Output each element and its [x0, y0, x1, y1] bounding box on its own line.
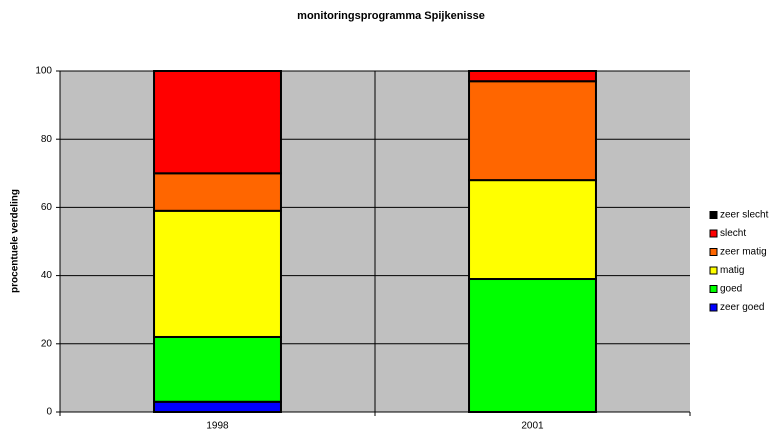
bar-segment	[153, 70, 282, 175]
bar-segment	[153, 335, 282, 403]
y-tick-label: 0	[46, 407, 52, 418]
legend-label: zeer slecht	[720, 210, 769, 221]
legend-swatch	[709, 229, 718, 238]
legend-label: goed	[720, 284, 742, 295]
bar-segment	[468, 278, 597, 414]
y-tick-label: 40	[41, 270, 53, 281]
bar-segment	[153, 172, 282, 212]
chart-title: monitoringsprogramma Spijkenisse	[297, 10, 485, 22]
y-axis-label: procentuele verdeling	[10, 189, 21, 293]
legend-label: zeer matig	[720, 247, 767, 258]
legend-swatch	[709, 266, 718, 275]
legend-label: slecht	[720, 228, 746, 239]
legend-swatch	[709, 248, 718, 256]
bar-segment	[468, 179, 597, 281]
legend-label: zeer goed	[720, 302, 764, 313]
x-tick-label: 2001	[521, 421, 544, 432]
legend-swatch	[709, 303, 718, 312]
y-tick-label: 80	[41, 134, 53, 145]
y-tick-label: 60	[41, 202, 53, 213]
legend-swatch	[709, 211, 718, 219]
bar-segment	[153, 209, 282, 338]
bar-segment	[468, 80, 597, 182]
bar-segment	[468, 70, 597, 83]
legend-label: matig	[720, 265, 744, 276]
x-tick-label: 1998	[206, 421, 229, 432]
y-tick-label: 100	[35, 66, 52, 77]
bar-segment	[153, 400, 282, 413]
legend-swatch	[709, 285, 718, 293]
y-tick-label: 20	[41, 338, 53, 349]
